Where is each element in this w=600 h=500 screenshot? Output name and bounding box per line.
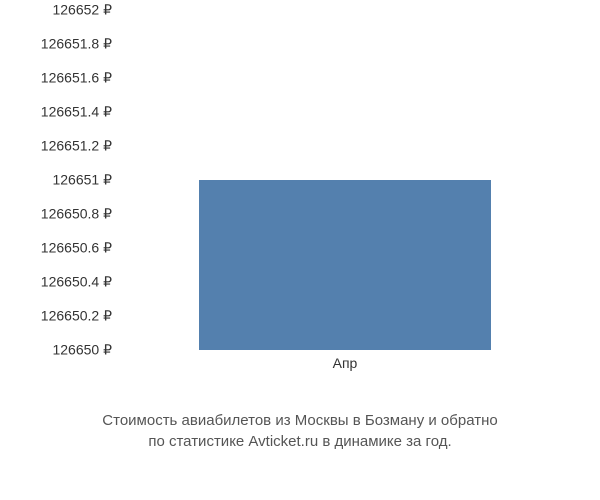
caption-line-2: по статистике Avticket.ru в динамике за …: [148, 433, 451, 450]
y-tick-label: 126652 ₽: [12, 2, 112, 19]
y-tick-label: 126650.8 ₽: [12, 206, 112, 223]
chart-container: 126652 ₽126651.8 ₽126651.6 ₽126651.4 ₽12…: [10, 10, 590, 390]
x-axis: Апр: [120, 355, 570, 385]
y-tick-label: 126651 ₽: [12, 172, 112, 189]
y-tick-label: 126650.2 ₽: [12, 308, 112, 325]
plot-area: [120, 10, 570, 350]
chart-bar: [199, 180, 492, 350]
chart-caption: Стоимость авиабилетов из Москвы в Бозман…: [0, 410, 600, 452]
y-tick-label: 126650.6 ₽: [12, 240, 112, 257]
x-tick-label: Апр: [333, 355, 358, 371]
y-tick-label: 126650 ₽: [12, 342, 112, 359]
y-tick-label: 126651.8 ₽: [12, 36, 112, 53]
y-tick-label: 126650.4 ₽: [12, 274, 112, 291]
y-tick-label: 126651.2 ₽: [12, 138, 112, 155]
y-axis: 126652 ₽126651.8 ₽126651.6 ₽126651.4 ₽12…: [10, 10, 120, 350]
y-tick-label: 126651.4 ₽: [12, 104, 112, 121]
caption-line-1: Стоимость авиабилетов из Москвы в Бозман…: [102, 412, 497, 429]
y-tick-label: 126651.6 ₽: [12, 70, 112, 87]
